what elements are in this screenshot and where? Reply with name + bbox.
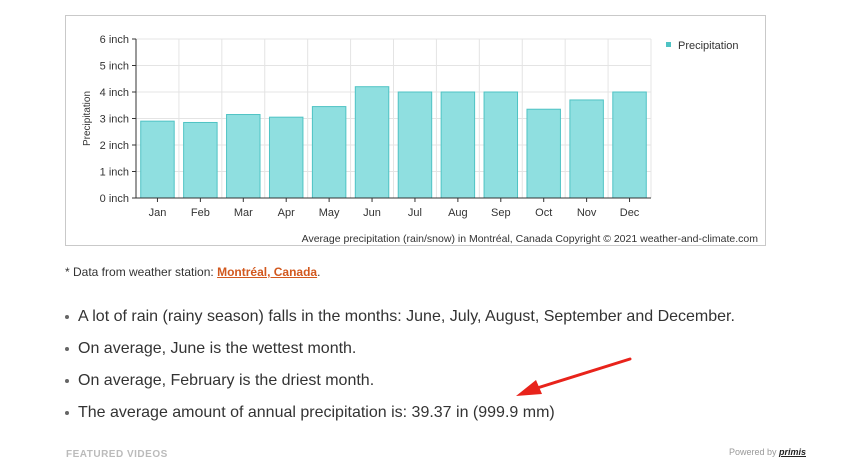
x-tick-label: Oct [535,207,552,219]
chart-container: 0 inch 1 inch 2 inch 3 inch 4 inch 5 inch 6 in… [65,15,766,246]
legend-swatch [666,42,671,47]
fact-item: On average, June is the wettest month. [65,335,735,367]
y-tick-label: 4 inch [100,87,129,99]
bar [311,106,347,199]
fact-item: On average, February is the driest month… [65,367,735,399]
x-tick-label: Aug [448,207,468,219]
x-tick-label: Apr [278,207,295,219]
bar [483,91,519,199]
y-axis-label: Precipitation [82,91,93,146]
y-tick-label: 5 inch [100,61,129,73]
bar [183,121,218,199]
powered-prefix: Powered by [728,447,779,457]
featured-videos-heading: FEATURED VIDEOS [66,449,168,460]
station-link[interactable]: Montréal, Canada [217,265,318,279]
x-tick-label: Mar [234,207,253,219]
x-tick-label: Dec [620,207,640,219]
y-tick-label: 2 inch [100,140,129,152]
precipitation-chart: 0 inch 1 inch 2 inch 3 inch 4 inch 5 inch 6 in… [82,34,759,245]
facts-list: A lot of rain (rainy season) falls in th… [60,303,735,431]
x-tick-label: May [319,207,340,219]
source-suffix: . [317,265,321,279]
y-tick-label: 3 inch [100,114,129,126]
x-tick-label: Sep [491,207,511,219]
x-tick-label: Jan [149,207,167,219]
x-tick-label: Nov [577,207,597,219]
chart-footnote: Average precipitation (rain/snow) in Mon… [302,233,759,245]
bar [226,114,261,199]
source-note: * Data from weather station: Montréal, C… [65,265,320,279]
bar [268,116,304,199]
fact-item: A lot of rain (rainy season) falls in th… [65,303,735,335]
legend-label: Precipitation [678,40,739,52]
y-tick-label: 6 inch [100,34,129,46]
bar [140,120,175,199]
powered-brand: primis [778,447,806,457]
x-tick-label: Jul [408,207,422,219]
bar [354,86,390,199]
bar [569,99,604,199]
bar [612,91,647,199]
bar [526,108,561,199]
powered-by[interactable]: Powered by primis [729,447,806,457]
source-prefix: * Data from weather station: [65,265,218,279]
y-tick-label: 1 inch [100,167,129,179]
y-tick-label: 0 inch [100,193,129,205]
fact-item: The average amount of annual precipitati… [65,399,735,431]
bar [440,91,476,199]
x-tick-label: Jun [363,207,381,219]
bar [397,91,433,199]
x-tick-label: Feb [191,207,210,219]
